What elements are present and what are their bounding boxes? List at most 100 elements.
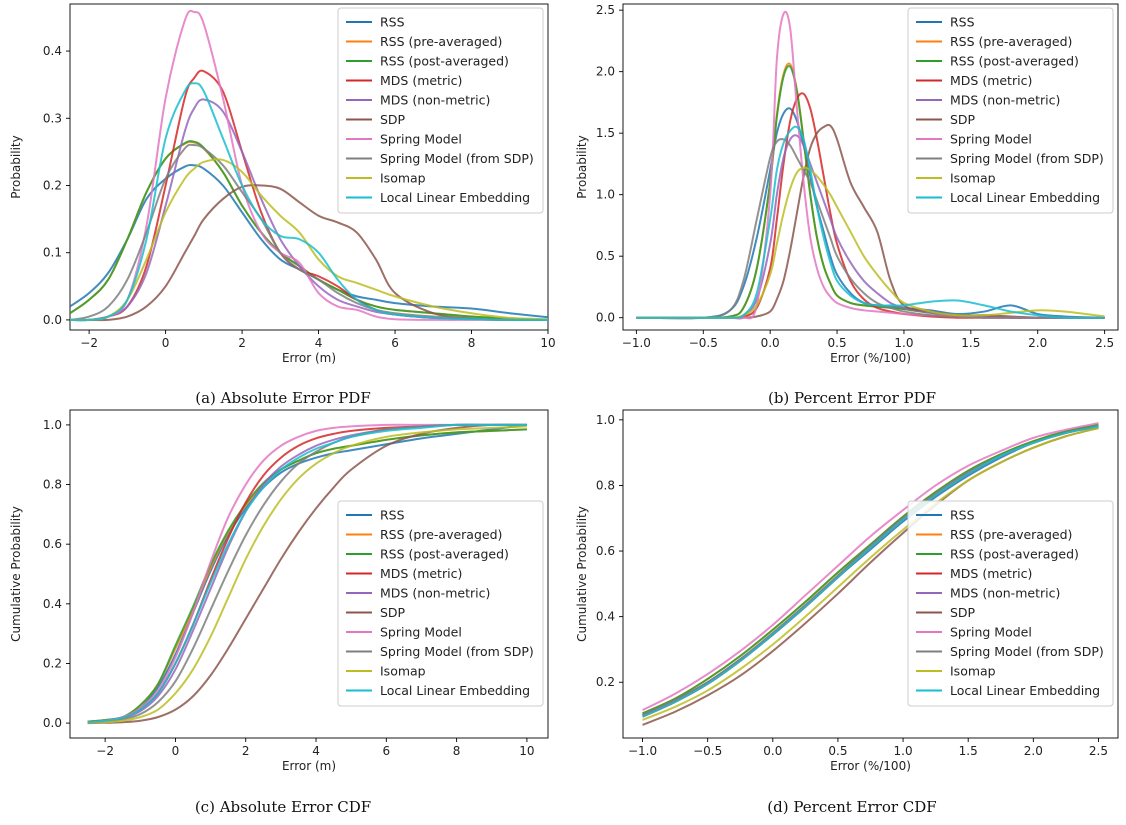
y-tick-label: 0.2 (596, 675, 615, 689)
x-tick-label: 8 (453, 744, 461, 758)
legend-label: Isomap (380, 171, 426, 186)
y-tick-label: 0.4 (43, 597, 62, 611)
x-tick-label: 2.0 (1024, 744, 1043, 758)
legend: RSS RSS (pre-averaged) RSS (post-averaged)… (907, 7, 1114, 214)
legend-label: Isomap (380, 664, 426, 679)
x-tick-label: 1.5 (961, 336, 980, 350)
x-tick-label: −2 (96, 744, 114, 758)
legend-label: MDS (metric) (380, 566, 462, 581)
legend-label: MDS (non-metric) (380, 586, 490, 601)
legend-label: Isomap (950, 171, 996, 186)
x-tick-label: 4 (315, 336, 323, 350)
chart-1: −1.0 −0.5 0.0 0.5 1.0 1.5 2.0 2.5 0.0 0.5 1.0 1.5 2.… (575, 3, 1119, 365)
y-axis-label: Cumulative Probability (575, 506, 589, 642)
legend-label: RSS (380, 15, 405, 30)
series-line-local-linear-embedding (636, 125, 1105, 319)
series-line-spring-model-from-sdp (87, 423, 527, 724)
x-tick-label: 2.5 (1089, 744, 1108, 758)
legend-label: Local Linear Embedding (380, 683, 530, 698)
legend-label: SDP (380, 605, 406, 620)
series-line-local-linear-embedding (87, 423, 527, 724)
legend-box (337, 500, 544, 707)
legend-label: Local Linear Embedding (380, 190, 530, 205)
legend-label: MDS (metric) (950, 73, 1032, 88)
series-line-spring-model (87, 423, 527, 724)
x-tick-label: 10 (519, 744, 534, 758)
legend-label: MDS (non-metric) (380, 93, 490, 108)
y-tick-label: 0.3 (43, 111, 62, 125)
legend-label: Spring Model (from SDP) (950, 151, 1104, 166)
series-line-rss-post-averaged (642, 423, 1099, 715)
series-line-isomap (642, 427, 1099, 721)
legend-label: RSS (post-averaged) (380, 54, 509, 69)
legend-label: RSS (post-averaged) (950, 547, 1079, 562)
y-tick-label: 0.4 (43, 44, 62, 58)
x-axis-label: Error (m) (282, 351, 336, 365)
legend: RSS RSS (pre-averaged) RSS (post-averaged)… (337, 7, 544, 214)
y-tick-label: 0.6 (43, 537, 62, 551)
series-line-spring-model (642, 422, 1099, 712)
y-tick-label: 0.2 (43, 178, 62, 192)
x-tick-label: 0.5 (828, 744, 847, 758)
y-tick-label: 1.0 (43, 418, 62, 432)
legend-label: Local Linear Embedding (950, 190, 1100, 205)
y-tick-label: 1.5 (596, 126, 615, 140)
legend: RSS RSS (pre-averaged) RSS (post-averaged)… (907, 500, 1114, 707)
legend-box (337, 7, 544, 214)
legend-box (907, 500, 1114, 707)
chart-0: −2 0 2 4 6 8 10 0.0 0.1 0.2 0.3 0.4 Error (m) Probabi… (9, 3, 556, 365)
x-tick-label: 1.0 (894, 744, 913, 758)
axes-frame (69, 3, 549, 331)
legend-label: Local Linear Embedding (950, 683, 1100, 698)
series-line-isomap (636, 166, 1105, 319)
x-tick-label: 0.0 (761, 336, 780, 350)
legend-label: RSS (pre-averaged) (380, 527, 502, 542)
y-axis-label: Probability (575, 135, 589, 198)
legend-label: SDP (950, 112, 976, 127)
y-tick-label: 0.0 (596, 311, 615, 325)
y-tick-label: 0.6 (596, 544, 615, 558)
legend-label: SDP (950, 605, 976, 620)
y-tick-label: 0.0 (43, 313, 62, 327)
y-axis-label: Probability (9, 135, 23, 198)
legend-label: RSS (pre-averaged) (950, 527, 1072, 542)
series-line-isomap (87, 425, 527, 724)
x-tick-label: 1.5 (959, 744, 978, 758)
legend-label: Spring Model (380, 625, 462, 640)
axes-frame (622, 409, 1119, 739)
x-tick-label: 0.5 (828, 336, 847, 350)
y-tick-label: 0.1 (43, 246, 62, 260)
x-tick-label: −2 (80, 336, 98, 350)
series-line-local-linear-embedding (642, 425, 1099, 718)
series-line-rss (636, 107, 1105, 320)
x-tick-label: −0.5 (689, 336, 718, 350)
y-tick-label: 1.0 (596, 413, 615, 427)
legend-label: MDS (non-metric) (950, 586, 1060, 601)
series-line-local-linear-embedding (70, 82, 548, 322)
x-tick-label: 0 (172, 744, 180, 758)
x-tick-label: 10 (540, 336, 555, 350)
caption-d: (d) Percent Error CDF (767, 798, 937, 816)
legend-label: Isomap (950, 664, 996, 679)
legend-label: MDS (non-metric) (950, 93, 1060, 108)
legend-label: Spring Model (950, 625, 1032, 640)
x-tick-label: 6 (383, 744, 391, 758)
x-tick-label: 0 (162, 336, 170, 350)
series-line-isomap (70, 158, 548, 322)
y-tick-label: 2.0 (596, 65, 615, 79)
chart-2: −2 0 2 4 6 8 10 0.0 0.2 0.4 0.6 0.8 1.0 Error (m) Cumu… (9, 409, 549, 773)
y-tick-label: 0.2 (43, 656, 62, 670)
series-line-sdp (87, 423, 527, 725)
legend-label: Spring Model (from SDP) (380, 151, 534, 166)
x-tick-label: 1.0 (894, 336, 913, 350)
legend-label: MDS (metric) (380, 73, 462, 88)
legend-label: RSS (post-averaged) (380, 547, 509, 562)
y-tick-label: 1.0 (596, 188, 615, 202)
x-tick-label: 0.0 (763, 744, 782, 758)
x-tick-label: 8 (468, 336, 476, 350)
caption-c: (c) Absolute Error CDF (194, 798, 372, 816)
legend-label: RSS (pre-averaged) (950, 34, 1072, 49)
x-axis-label: Error (%/100) (830, 759, 911, 773)
legend-label: RSS (pre-averaged) (380, 34, 502, 49)
